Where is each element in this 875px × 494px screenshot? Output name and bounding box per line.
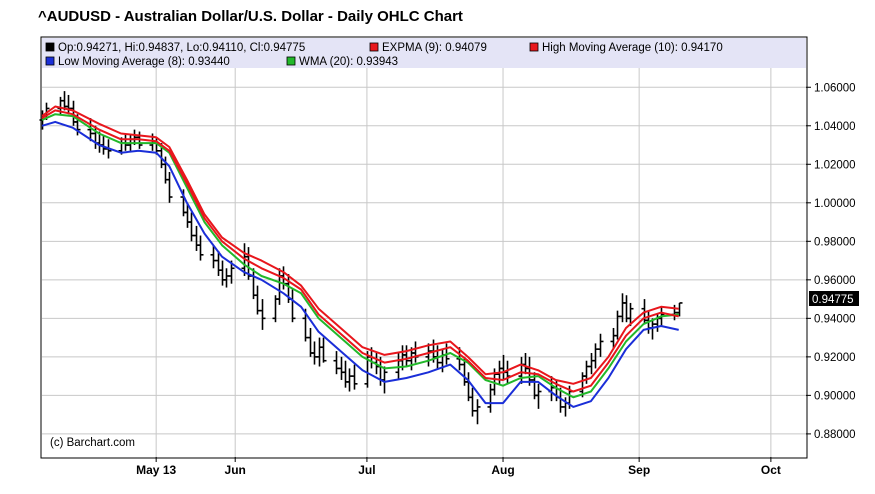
legend-entry: Op:0.94271, Hi:0.94837, Lo:0.94110, Cl:0… <box>58 42 305 54</box>
legend-swatch <box>45 42 55 52</box>
legend-entry: EXPMA (9): 0.94079 <box>382 42 487 54</box>
plot-frame <box>40 36 808 459</box>
ohlc-bar <box>597 333 604 357</box>
legend-entry: High Moving Average (10): 0.94170 <box>542 42 723 54</box>
legend-band <box>42 38 806 68</box>
y-tick-label: 1.00000 <box>814 198 856 210</box>
y-tick-label: 0.88000 <box>814 429 856 441</box>
legend-swatch <box>45 56 55 66</box>
y-tick-label: 0.90000 <box>814 390 856 402</box>
x-tick-label: Aug <box>491 463 514 477</box>
legend-swatch <box>286 56 296 66</box>
legend-swatch <box>369 42 379 52</box>
ohlc-bar <box>474 399 481 425</box>
legend: Op:0.94271, Hi:0.94837, Lo:0.94110, Cl:0… <box>45 42 723 68</box>
chart-title: ^AUDUSD - Australian Dollar/U.S. Dollar … <box>38 8 463 25</box>
x-tick-label: Jun <box>225 463 246 477</box>
ohlc-bar <box>535 383 542 409</box>
x-axis: May 13 Jun Jul Aug Sep Oct <box>136 457 781 477</box>
x-tick-label: Oct <box>761 463 781 477</box>
ohlc-bar <box>627 302 634 327</box>
legend-swatch <box>529 42 539 52</box>
x-tick-label: May 13 <box>136 463 176 477</box>
series-line-low-moving-average-8 <box>41 120 679 408</box>
y-tick-label: 0.92000 <box>814 352 856 364</box>
ohlc-bar <box>351 364 358 390</box>
y-tick-label: 0.96000 <box>814 275 856 287</box>
indicator-lines <box>41 105 679 408</box>
last-price-marker: 0.94775 <box>809 291 859 306</box>
legend-entry: Low Moving Average (8): 0.93440 <box>58 56 230 68</box>
x-tick-label: Jul <box>358 463 375 477</box>
credit-label: (c) Barchart.com <box>50 437 135 449</box>
y-axis: 1.06000 1.04000 1.02000 1.00000 0.98000 0.960… <box>806 82 856 441</box>
grid <box>42 68 806 457</box>
ohlc-bar <box>166 171 173 203</box>
y-tick-label: 0.94000 <box>814 313 856 325</box>
ohlc-bar <box>676 302 683 317</box>
series-line-expma-9 <box>41 109 679 393</box>
y-tick-label: 1.06000 <box>814 82 856 94</box>
series-line-high-moving-average-10 <box>41 105 679 385</box>
y-tick-label: 0.98000 <box>814 236 856 248</box>
y-tick-label: 1.04000 <box>814 121 856 133</box>
ohlc-bar <box>197 235 204 261</box>
y-tick-label: 1.02000 <box>814 159 856 171</box>
ohlc-bar <box>259 299 266 330</box>
ohlc-bar <box>320 337 327 363</box>
last-price-label: 0.94775 <box>812 294 854 306</box>
series-line-wma-20 <box>41 113 679 399</box>
x-tick-label: Sep <box>628 463 650 477</box>
legend-entry: WMA (20): 0.93943 <box>299 56 398 68</box>
